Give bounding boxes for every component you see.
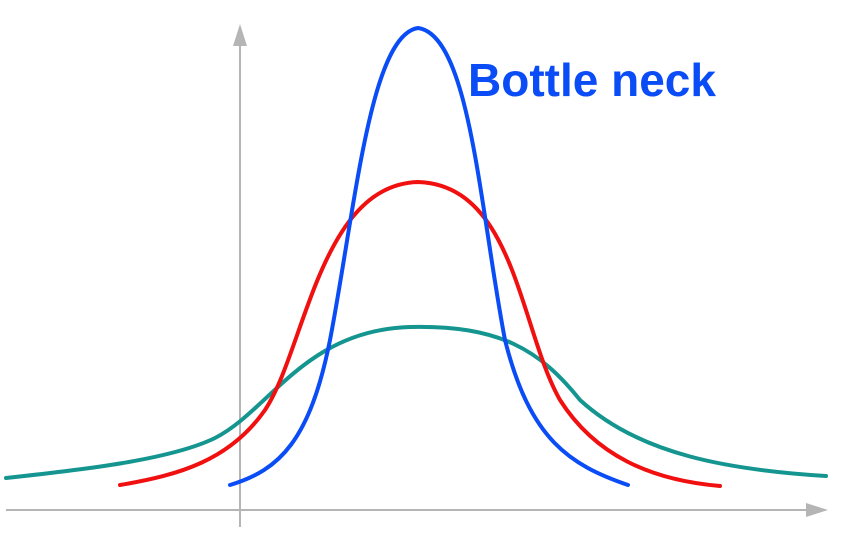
y-axis-arrow	[233, 24, 247, 46]
axes	[6, 24, 828, 527]
x-axis-arrow	[806, 503, 828, 517]
bottleneck-label: Bottle neck	[468, 54, 716, 106]
red-curve	[118, 179, 722, 488]
teal-curve	[4, 324, 828, 480]
blue-curve	[228, 25, 630, 487]
